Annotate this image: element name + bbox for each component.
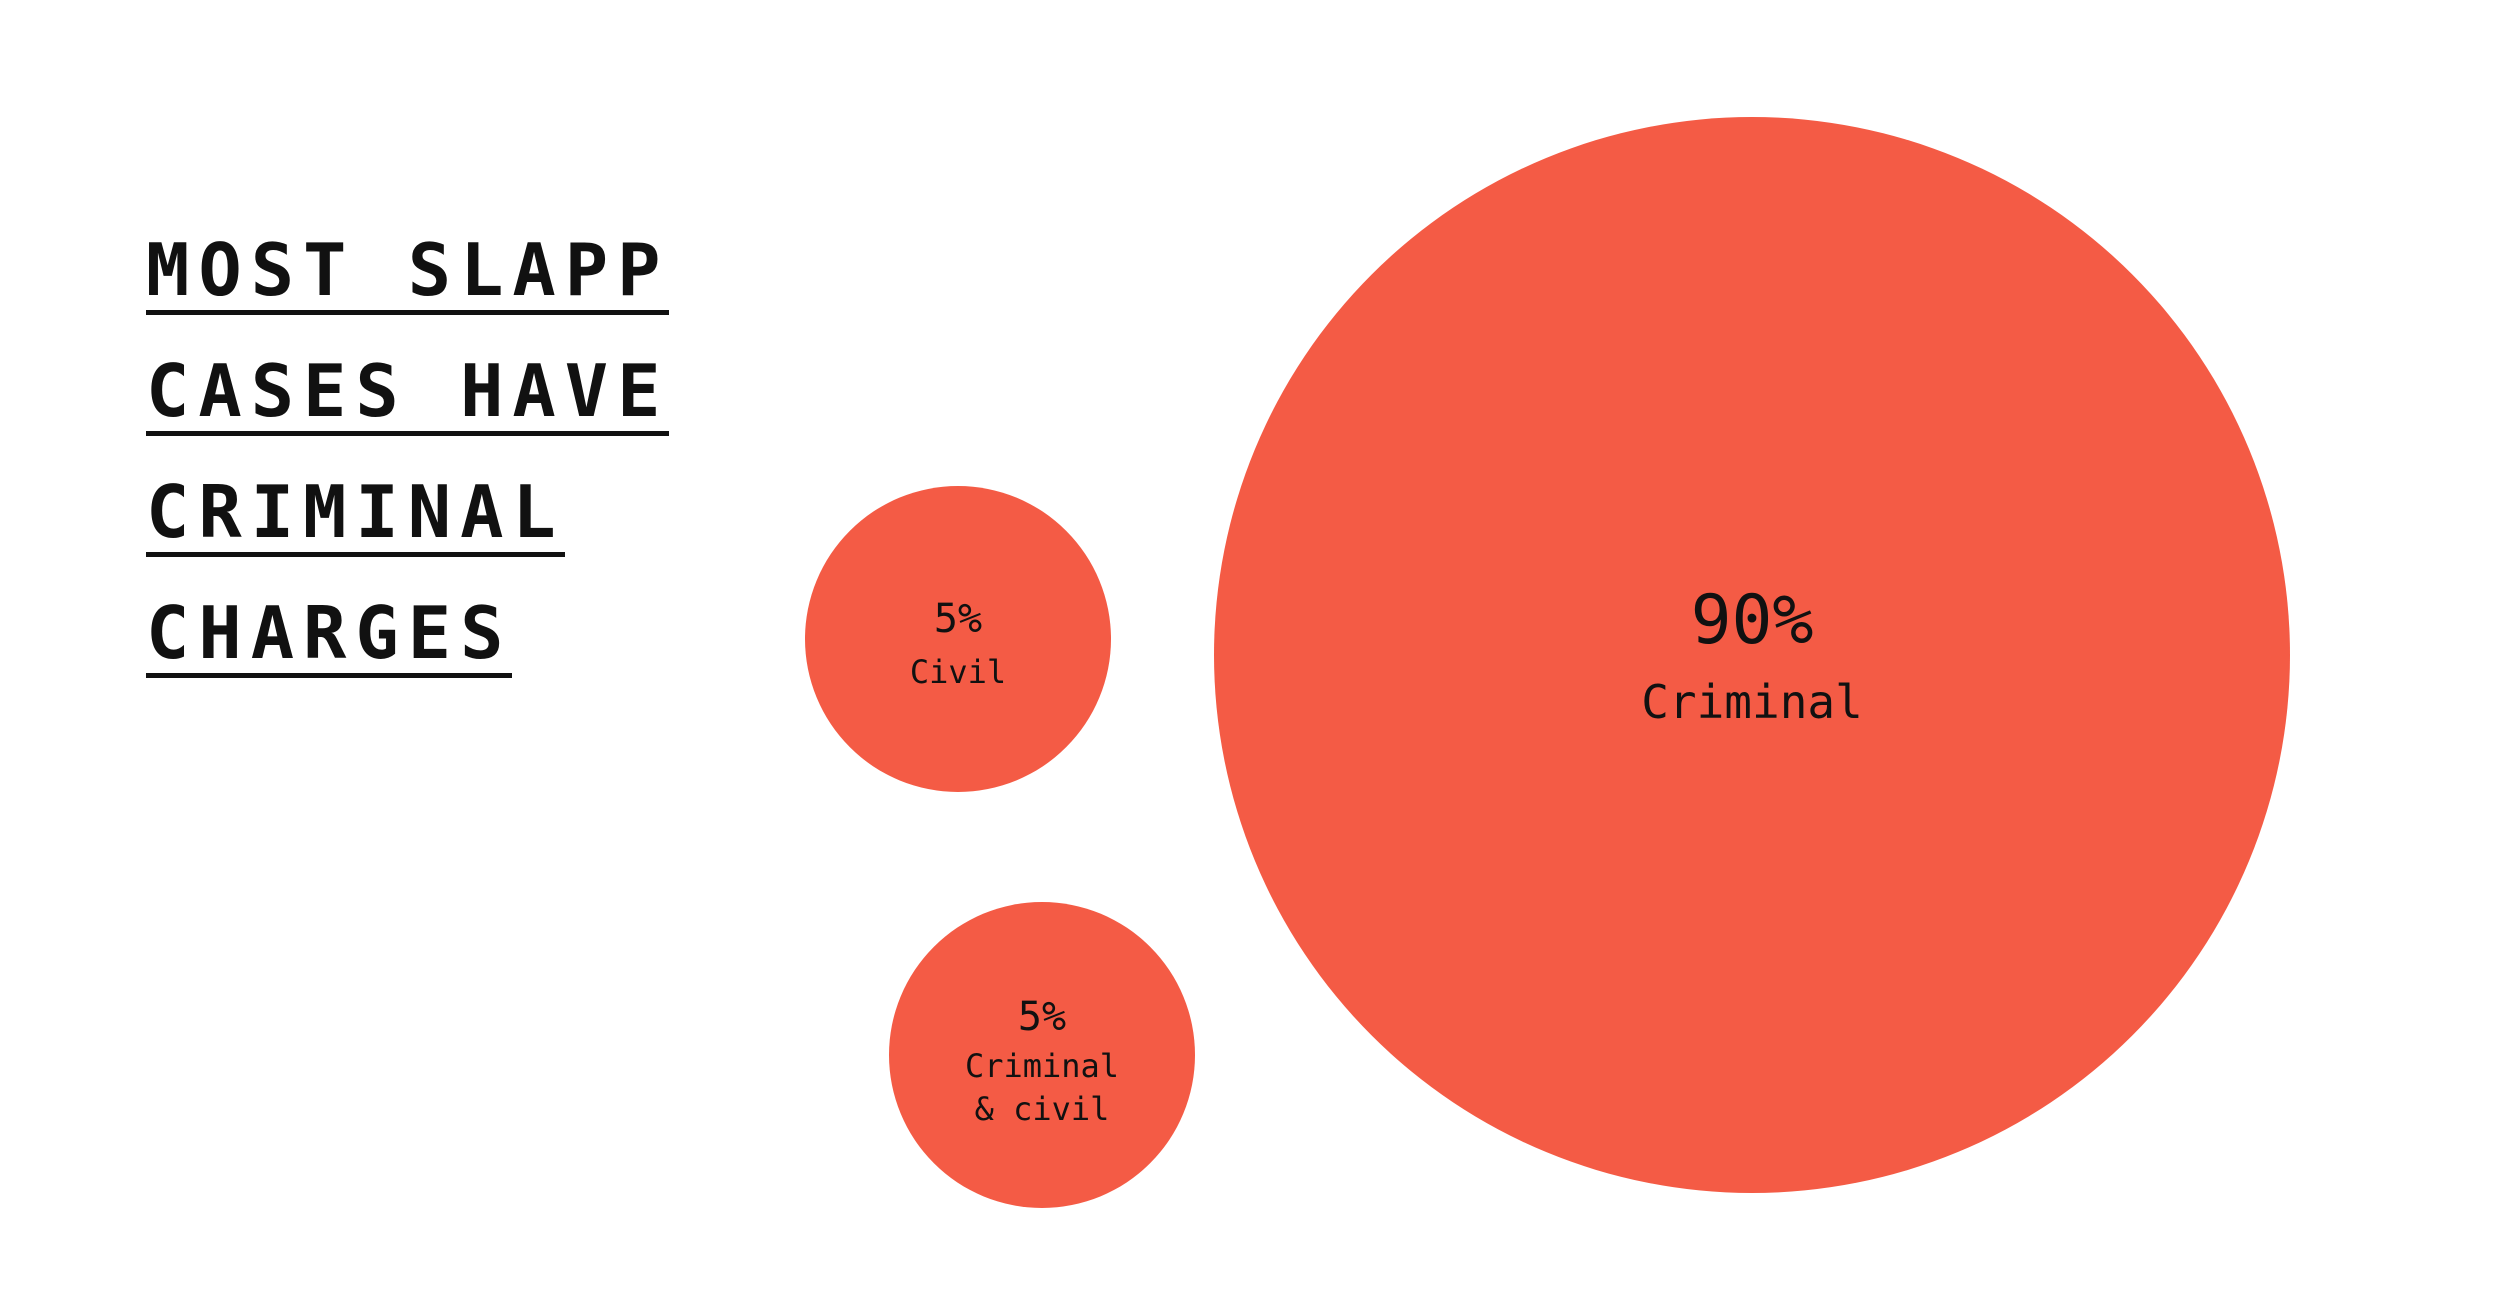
bubble-label-criminal-and-civil-line-1: Criminal: [965, 1047, 1119, 1085]
bubble-circle-criminal: [1214, 117, 2290, 1193]
bubble-criminal-and-civil: 5% Criminal & civil: [889, 902, 1195, 1208]
title-line-4: CHARGES: [146, 591, 669, 712]
bubble-civil: 5% Civil: [805, 486, 1111, 792]
bubble-label-civil: Civil: [910, 653, 1006, 691]
title-line-1: MOST SLAPP: [146, 228, 670, 349]
bubble-value-civil: 5%: [934, 596, 982, 642]
bubble-value-criminal: 90%: [1691, 581, 1814, 660]
bubble-value-criminal-and-civil: 5%: [1018, 994, 1066, 1040]
bubble-circle-civil: [805, 486, 1111, 792]
bubble-label-criminal-and-civil-line-2: & civil: [975, 1090, 1110, 1128]
bubble-label-criminal: Criminal: [1641, 675, 1863, 729]
title-line-3: CRIMINAL: [146, 470, 669, 591]
chart-title: MOST SLAPP CASES HAVE CRIMINAL CHARGES: [146, 228, 670, 712]
title-line-2: CASES HAVE: [146, 349, 670, 470]
bubble-criminal: 90% Criminal: [1214, 117, 2290, 1193]
bubble-circle-criminal-and-civil: [889, 902, 1195, 1208]
